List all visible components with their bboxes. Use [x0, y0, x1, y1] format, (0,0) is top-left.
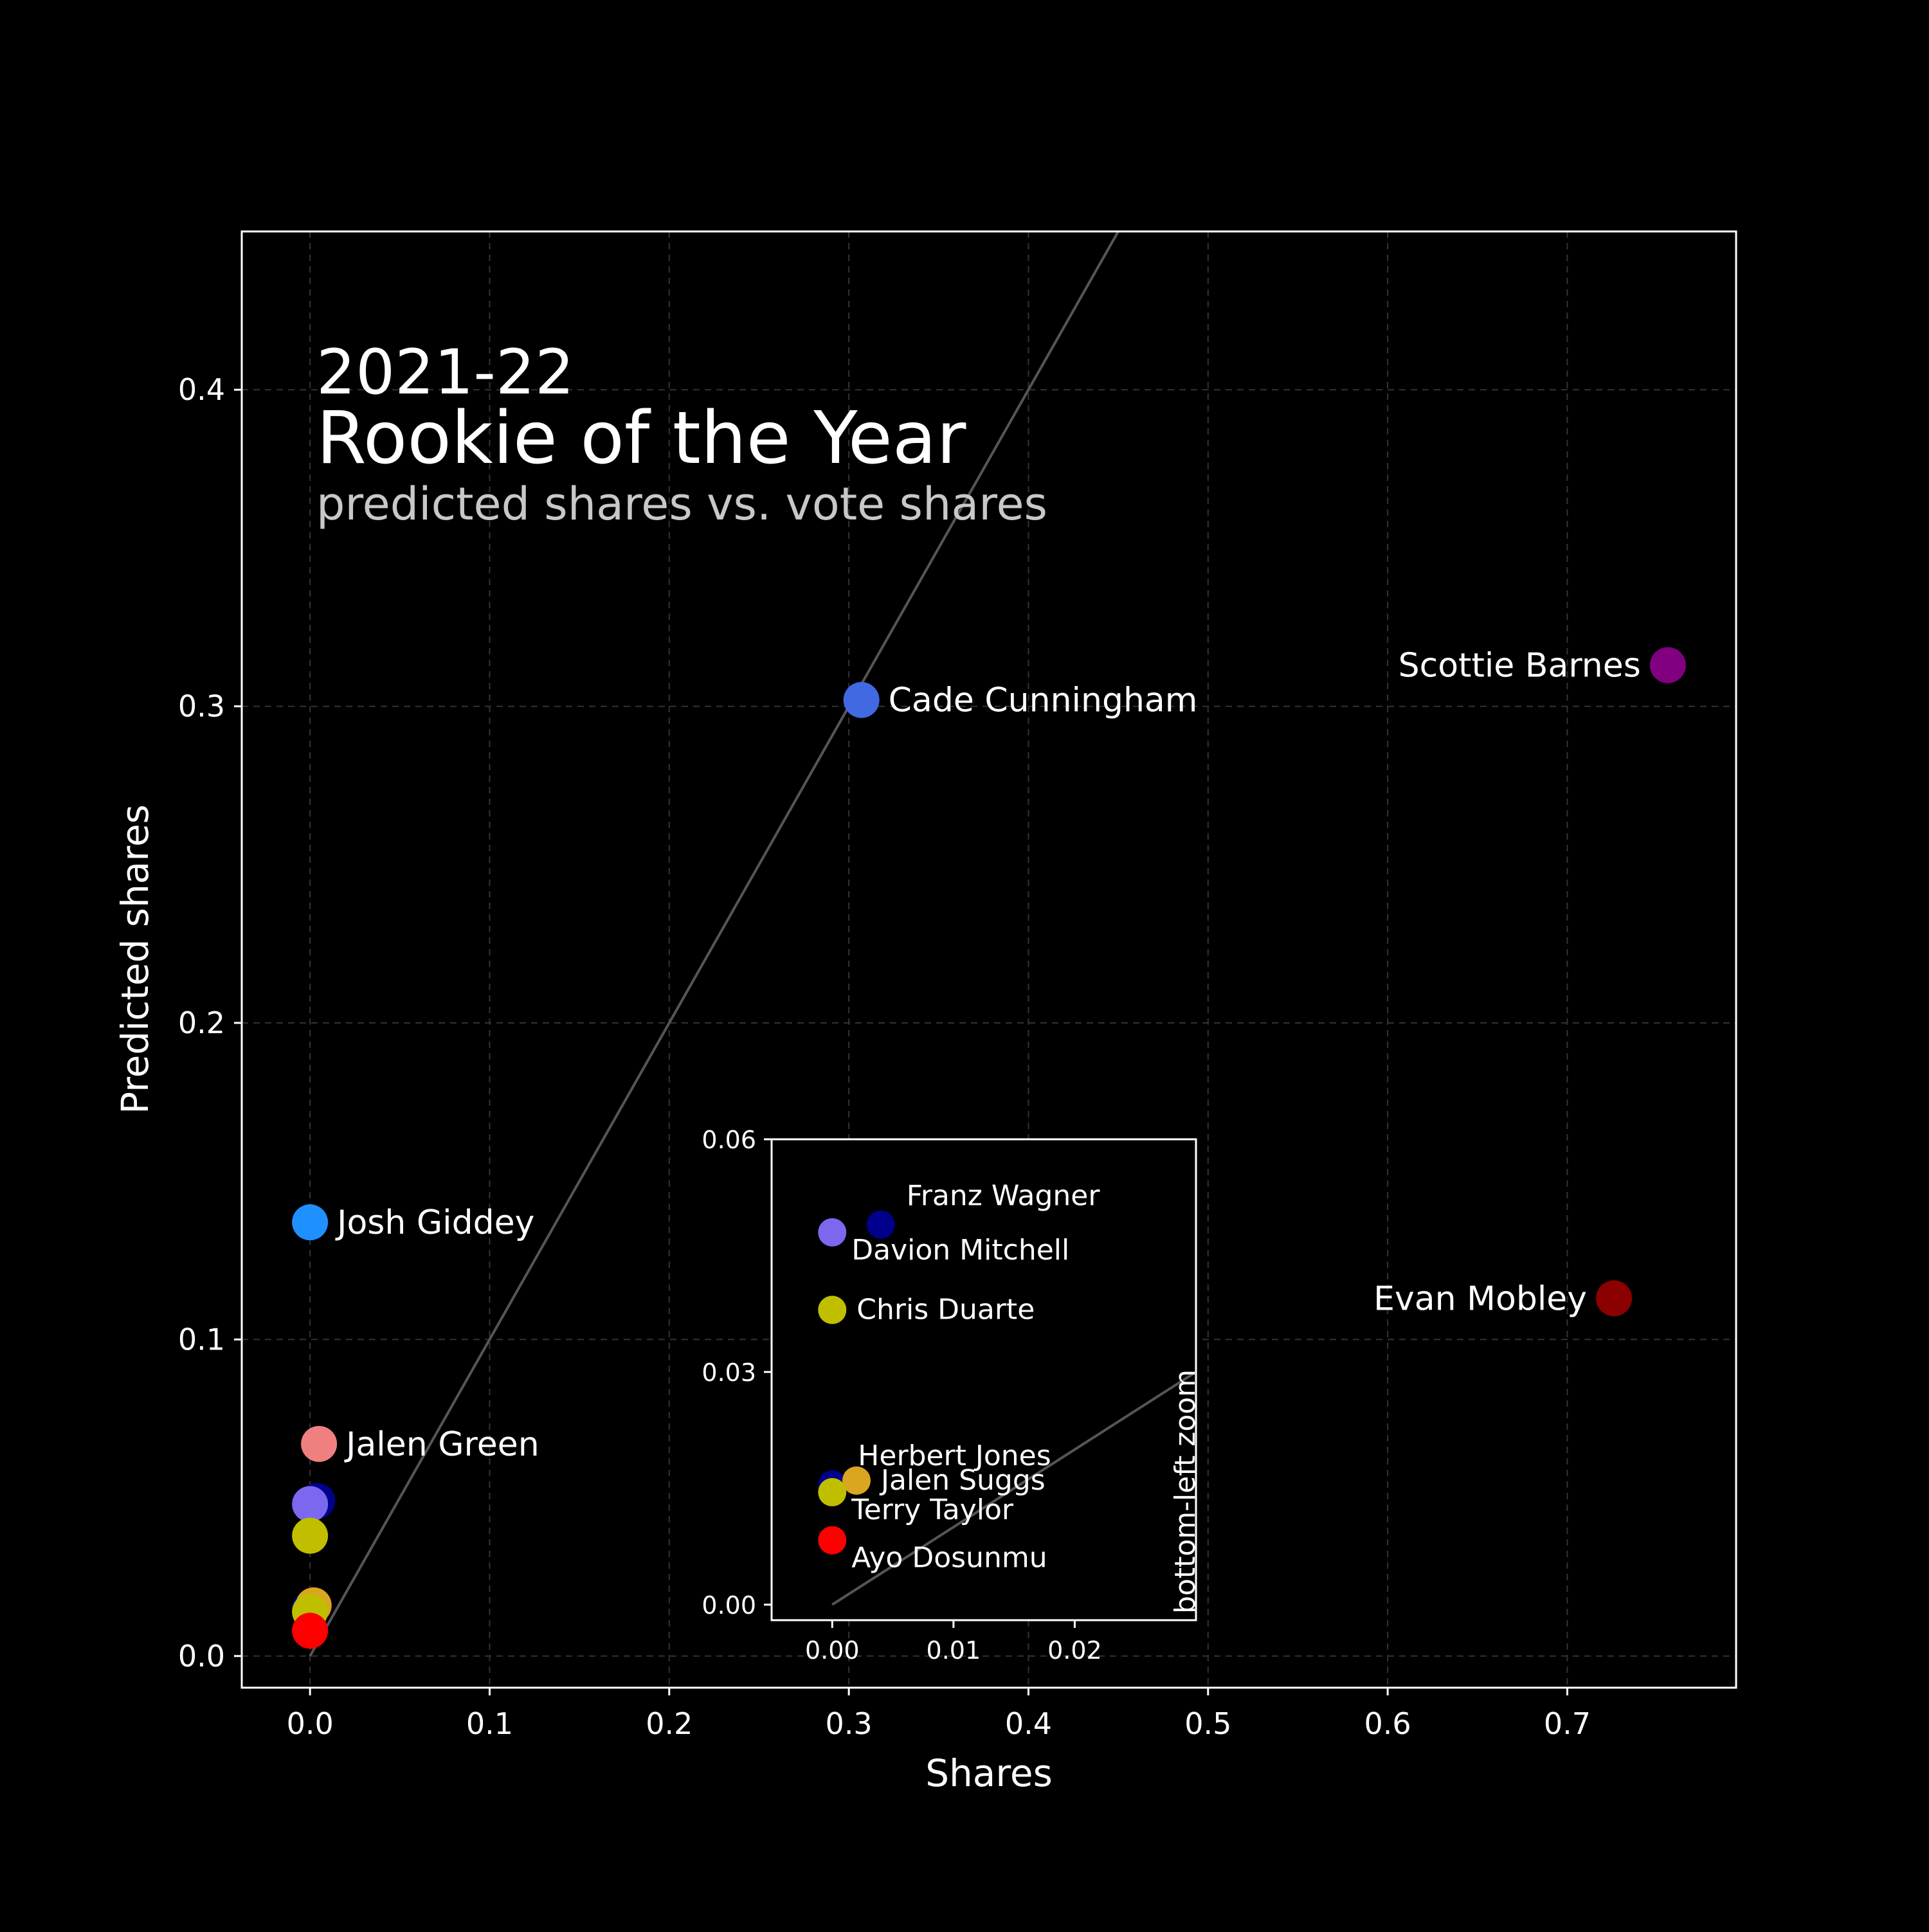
main-point-label: Evan Mobley: [1373, 1279, 1587, 1318]
inset-point-label: Herbert Jones: [858, 1440, 1051, 1472]
inset-reference-line: [831, 1371, 1197, 1606]
main-reference-line-group: [309, 231, 1119, 1657]
main-y-tick-label: 0.0: [178, 1639, 225, 1674]
inset-x-tick-label: 0.02: [1047, 1636, 1102, 1665]
inset-y-tick-label: 0.03: [702, 1359, 756, 1387]
main-y-tick-label: 0.1: [178, 1322, 225, 1357]
inset-y-tick-label: 0.06: [702, 1126, 756, 1154]
x-axis-label: Shares: [925, 1751, 1053, 1795]
main-points: [292, 647, 1686, 1649]
main-x-ticks: 0.0 0.1 0.2 0.3 0.4 0.5 0.6 0.7: [287, 1688, 1591, 1741]
inset-point: [818, 1526, 847, 1555]
inset-point-label: Ayo Dosunmu: [851, 1542, 1047, 1575]
main-point: [292, 1204, 329, 1241]
inset-frame: [770, 1138, 1197, 1621]
main-y-ticks: 0.0 0.1 0.2 0.3 0.4: [178, 372, 242, 1674]
inset-point: [818, 1296, 847, 1324]
inset-point: [818, 1218, 847, 1247]
main-x-tick-label: 0.0: [287, 1706, 334, 1741]
main-plot-frame: [240, 230, 1737, 1689]
main-x-tick-label: 0.3: [826, 1706, 873, 1741]
main-y-tick-label: 0.3: [178, 689, 225, 724]
main-point: [292, 1517, 329, 1554]
main-point-label: Jalen Green: [344, 1425, 539, 1464]
inset-point-label: Jalen Suggs: [879, 1464, 1046, 1497]
inset-point-label: Terry Taylor: [851, 1494, 1014, 1526]
main-point: [1596, 1280, 1633, 1317]
main-point-labels: Scottie Barnes Evan Mobley Cade Cunningham…: [335, 647, 1641, 1464]
main-point: [301, 1425, 338, 1462]
inset-point-label: Franz Wagner: [907, 1180, 1101, 1213]
main-point-label: Scottie Barnes: [1399, 647, 1641, 685]
inset-x-tick-label: 0.01: [927, 1636, 981, 1665]
main-y-tick-label: 0.4: [178, 372, 225, 407]
inset-point: [818, 1477, 847, 1506]
main-x-tick-label: 0.7: [1544, 1706, 1591, 1741]
inset-x-tick-label: 0.00: [805, 1636, 860, 1665]
main-point: [292, 1486, 329, 1522]
chart-caption: predicted shares vs. vote shares: [316, 478, 1047, 530]
main-point: [843, 682, 880, 718]
inset-points: [818, 1210, 895, 1555]
inset-x-ticks: 0.00 0.01 0.02: [805, 1620, 1102, 1665]
main-x-tick-label: 0.1: [466, 1706, 513, 1741]
main-point-label: Cade Cunningham: [889, 682, 1198, 720]
y-axis-label: Predicted shares: [113, 804, 157, 1114]
main-x-tick-label: 0.6: [1364, 1706, 1411, 1741]
inset-point-label: Davion Mitchell: [851, 1234, 1069, 1267]
main-x-tick-label: 0.4: [1005, 1706, 1052, 1741]
inset-y-tick-label: 0.00: [702, 1591, 756, 1620]
inset-y-ticks: 0.00 0.03 0.06: [702, 1126, 772, 1620]
inset-point-label: Chris Duarte: [856, 1293, 1035, 1326]
inset-point-labels: Franz Wagner Davion Mitchell Chris Duarte H…: [851, 1180, 1100, 1575]
chart-title: 2021-22: [316, 336, 574, 408]
main-x-tick-label: 0.5: [1184, 1706, 1231, 1741]
inset-title: bottom-left zoom: [1169, 1369, 1202, 1614]
inset-point: [842, 1466, 871, 1495]
main-x-tick-label: 0.2: [646, 1706, 693, 1741]
inset-point: [866, 1210, 895, 1239]
inset-reference-line-group: [831, 1371, 1197, 1606]
main-point: [1649, 647, 1686, 683]
main-y-tick-label: 0.2: [178, 1006, 225, 1040]
main-reference-line: [309, 231, 1119, 1657]
main-point-label: Josh Giddey: [335, 1204, 534, 1242]
main-point: [292, 1612, 329, 1649]
chart-subtitle: Rookie of the Year: [316, 397, 966, 480]
